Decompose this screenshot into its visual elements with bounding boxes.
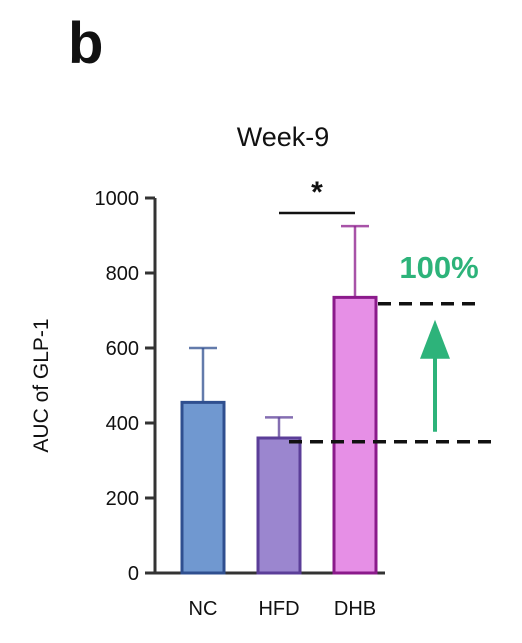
y-tick-label: 400 — [106, 413, 139, 435]
panel-label: b — [68, 11, 104, 76]
y-axis-label: AUC of GLP-1 — [30, 318, 53, 452]
significance-star: * — [311, 176, 323, 209]
x-tick-label-dhb: DHB — [334, 598, 376, 620]
y-tick-label: 0 — [128, 563, 139, 585]
y-tick-label: 200 — [106, 488, 139, 510]
chart-title: Week-9 — [237, 122, 330, 152]
percent-annotation: 100% — [399, 250, 478, 285]
x-tick-label-nc: NC — [189, 598, 218, 620]
y-tick-label: 1000 — [95, 188, 140, 210]
bar-hfd — [256, 436, 302, 575]
x-tick-label-hfd: HFD — [258, 598, 299, 620]
increase-arrow-head — [420, 319, 450, 359]
y-tick-label: 600 — [106, 338, 139, 360]
y-tick-label: 800 — [106, 263, 139, 285]
bar-nc — [180, 400, 226, 575]
bar-dhb — [332, 295, 378, 575]
